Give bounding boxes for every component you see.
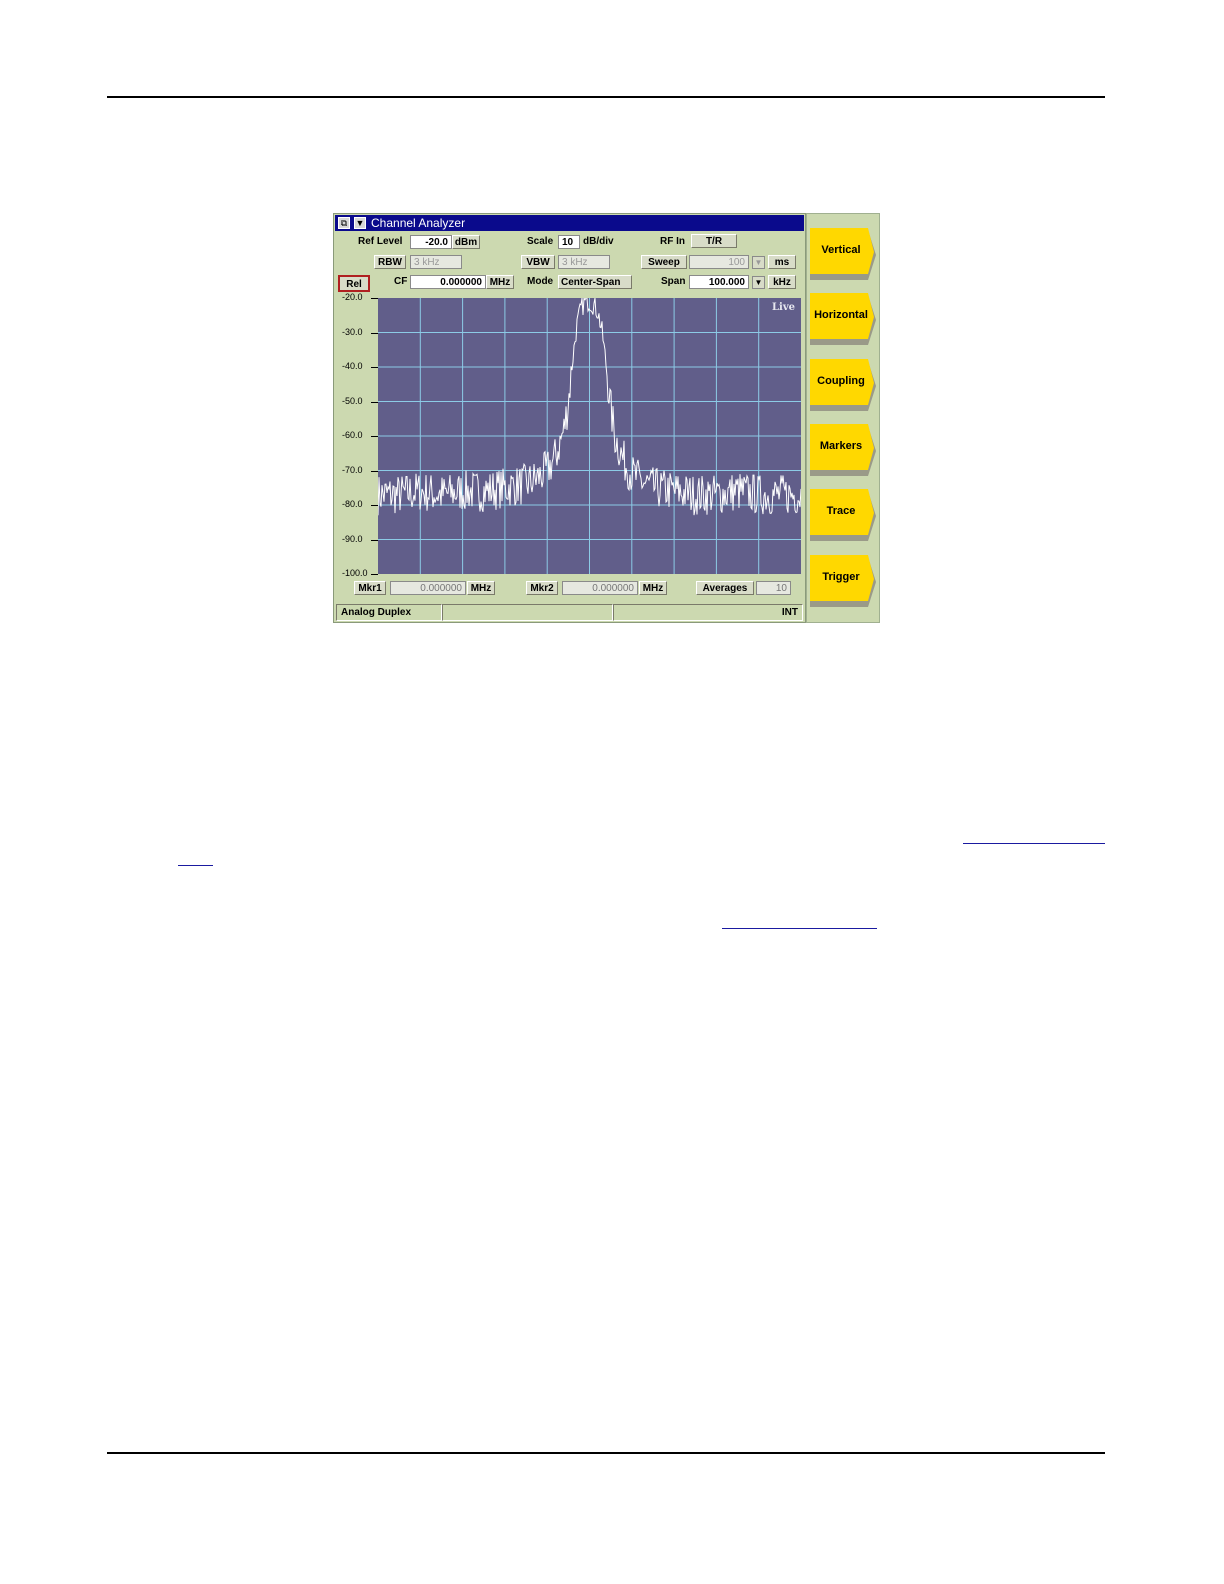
y-tick-label: -20.0: [342, 292, 363, 302]
spectrum-plot: Live: [378, 298, 801, 574]
mkr1-button[interactable]: Mkr1: [354, 581, 386, 595]
hyperlink[interactable]: [963, 843, 1105, 844]
y-tick-mark: [371, 332, 378, 334]
softkey-arrow-shape: [810, 554, 876, 607]
scale-unit: dB/div: [583, 236, 614, 247]
vbw-button[interactable]: VBW: [521, 255, 555, 269]
softkey-arrow-shape: [810, 423, 876, 476]
y-tick-mark: [371, 298, 378, 299]
y-tick-label: -90.0: [342, 533, 363, 544]
span-unit[interactable]: kHz: [768, 275, 796, 289]
y-tick-label: -40.0: [342, 361, 363, 371]
y-tick-label: -60.0: [342, 430, 363, 440]
averages-button[interactable]: Averages: [696, 581, 754, 595]
span-label: Span: [661, 276, 686, 287]
sweep-dropdown-icon[interactable]: ▼: [752, 256, 765, 269]
y-tick-mark: [371, 436, 378, 437]
softkey-markers[interactable]: Markers: [810, 423, 876, 479]
rf-in-label: RF In: [660, 236, 685, 247]
sweep-button[interactable]: Sweep: [641, 255, 687, 269]
mkr1-unit[interactable]: MHz: [467, 581, 495, 595]
softkey-panel: Vertical Horizontal Coupling Markers Trace Tr…: [806, 213, 880, 623]
restore-icon[interactable]: ⧉: [338, 217, 350, 229]
scale-label: Scale: [527, 236, 554, 247]
y-tick-mark: [371, 401, 378, 403]
rel-button[interactable]: Rel: [338, 275, 370, 292]
softkey-trace[interactable]: Trace: [810, 489, 876, 544]
softkey-label: Horizontal: [814, 309, 868, 322]
y-tick-mark: [371, 470, 378, 472]
span-input[interactable]: 100.000: [689, 275, 749, 289]
dropdown-arrow-icon[interactable]: ▼: [354, 217, 366, 229]
status-source: INT: [613, 604, 803, 621]
rbw-button[interactable]: RBW: [374, 255, 406, 269]
span-dropdown-icon[interactable]: ▼: [752, 276, 765, 289]
ref-level-unit[interactable]: dBm: [452, 235, 480, 249]
softkey-arrow-shape: [810, 489, 876, 542]
hyperlink[interactable]: [722, 928, 877, 929]
y-tick-label: -100.0: [342, 568, 368, 578]
vbw-input[interactable]: 3 kHz: [558, 255, 610, 269]
mkr1-input[interactable]: 0.000000: [390, 581, 466, 595]
y-tick-label: -80.0: [342, 499, 363, 509]
cf-input[interactable]: 0.000000: [410, 275, 486, 289]
softkey-label: Trigger: [822, 570, 860, 583]
scale-input[interactable]: 10: [558, 235, 580, 249]
softkey-horizontal[interactable]: Horizontal: [810, 293, 876, 348]
softkey-label: Trace: [826, 505, 856, 518]
softkey-arrow-shape: [810, 228, 876, 280]
y-tick-label: -70.0: [342, 464, 363, 475]
y-tick-mark: [371, 367, 378, 368]
y-tick-mark: [371, 539, 378, 541]
grid: [378, 298, 801, 574]
cf-label: CF: [394, 276, 408, 287]
y-tick-label: -30.0: [342, 326, 363, 337]
live-label: Live: [772, 302, 795, 313]
window-title: Channel Analyzer: [371, 216, 466, 230]
y-tick-label: -50.0: [342, 395, 363, 406]
footer-rule: [107, 1452, 1105, 1454]
sweep-input[interactable]: 100: [689, 255, 749, 269]
softkey-arrow-shape: [810, 293, 876, 346]
softkey-label: Coupling: [817, 374, 865, 387]
ref-level-input[interactable]: -20.0: [410, 235, 452, 249]
mode-select[interactable]: Center-Span: [558, 275, 632, 289]
status-mode: Analog Duplex: [336, 604, 442, 621]
status-middle: [442, 604, 613, 621]
ref-level-label: Ref Level: [358, 236, 403, 247]
mode-label: Mode: [527, 276, 554, 287]
softkey-arrow-shape: [810, 358, 876, 411]
softkey-label: Vertical: [821, 244, 861, 256]
cf-unit[interactable]: MHz: [486, 275, 514, 289]
rf-in-button[interactable]: T/R: [691, 234, 737, 248]
sweep-unit[interactable]: ms: [768, 255, 796, 269]
spectrum-trace: [378, 298, 801, 516]
y-tick-mark: [371, 574, 378, 575]
mkr2-unit[interactable]: MHz: [639, 581, 667, 595]
averages-input[interactable]: 10: [756, 581, 791, 595]
mkr2-button[interactable]: Mkr2: [526, 581, 558, 595]
y-tick-mark: [371, 505, 378, 506]
channel-analyzer-window: ⧉ ▼ Channel Analyzer Ref Level -20.0 dBm…: [333, 213, 806, 623]
softkey-trigger[interactable]: Trigger: [810, 554, 876, 610]
softkey-coupling[interactable]: Coupling: [810, 358, 876, 414]
softkey-vertical[interactable]: Vertical: [810, 228, 876, 283]
mkr2-input[interactable]: 0.000000: [562, 581, 638, 595]
hyperlink-continued[interactable]: [178, 865, 213, 866]
softkey-label: Markers: [819, 439, 863, 452]
rbw-input[interactable]: 3 kHz: [410, 255, 462, 269]
title-bar: ⧉ ▼ Channel Analyzer: [335, 215, 804, 231]
header-rule: [107, 96, 1105, 98]
